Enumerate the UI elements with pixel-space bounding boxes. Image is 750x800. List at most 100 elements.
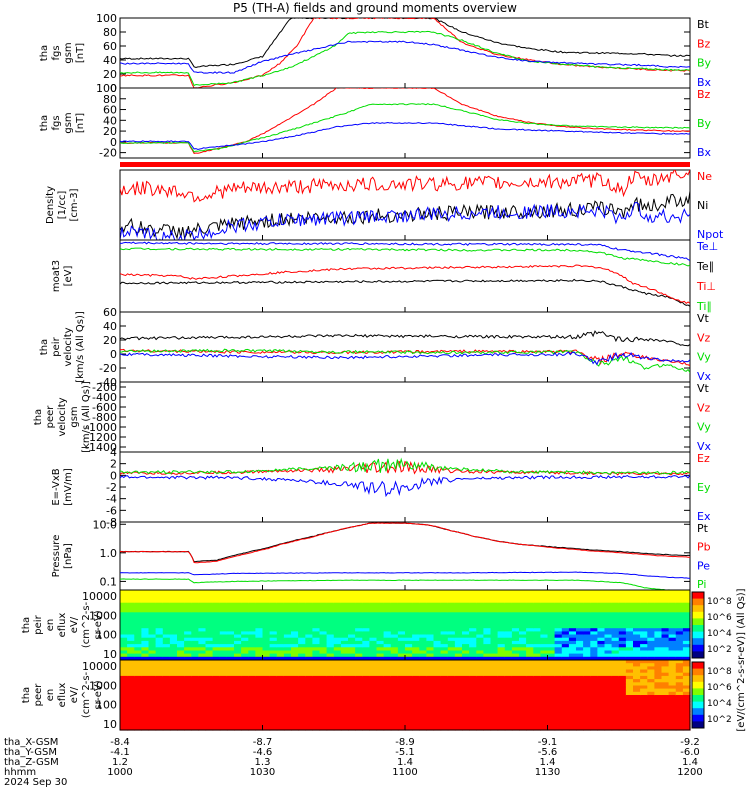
heatmap-cell [462, 666, 470, 671]
heatmap-cell [526, 637, 534, 642]
heatmap-cell [483, 590, 492, 594]
heatmap-cell [469, 625, 477, 629]
heatmap-cell [447, 695, 456, 699]
heatmap-cell [654, 596, 663, 601]
heatmap-cell [469, 656, 477, 661]
heatmap-cell [326, 647, 335, 652]
heatmap-cell [519, 615, 527, 620]
heatmap-cell [390, 656, 399, 661]
heatmap-cell [682, 631, 691, 636]
heatmap-cell [533, 599, 541, 604]
heatmap-cell [504, 621, 513, 626]
heatmap-cell [141, 723, 150, 728]
heatmap-cell [298, 691, 306, 696]
heatmap-cell [661, 615, 670, 620]
heatmap-cell [191, 625, 199, 629]
heatmap-cell [426, 593, 435, 597]
heatmap-cell [597, 631, 606, 636]
heatmap-cell [476, 682, 484, 687]
heatmap-cell [134, 640, 142, 645]
heatmap-cell [590, 704, 598, 709]
heatmap-cell [483, 615, 492, 620]
heatmap-cell [162, 637, 171, 642]
heatmap-cell [682, 663, 691, 667]
heatmap-cell [668, 602, 677, 607]
heatmap-cell [255, 599, 264, 604]
panel-9-ylabel: en [45, 689, 56, 702]
heatmap-cell [654, 634, 663, 639]
heatmap-cell [283, 688, 292, 693]
heatmap-cell [312, 723, 321, 728]
heatmap-cell [141, 653, 150, 658]
heatmap-cell [319, 691, 328, 696]
heatmap-cell [576, 644, 584, 648]
heatmap-cell [177, 618, 185, 623]
heatmap-cell [447, 682, 456, 687]
heatmap-cell [340, 609, 349, 613]
heatmap-cell [234, 688, 242, 693]
heatmap-cell [511, 669, 520, 674]
heatmap-cell [511, 605, 520, 610]
heatmap-cell [568, 650, 577, 655]
heatmap-cell [511, 615, 520, 620]
heatmap-cell [162, 660, 171, 664]
heatmap-cell [191, 609, 199, 613]
heatmap-cell [319, 637, 328, 642]
heatmap-cell [611, 590, 620, 594]
heatmap-cell [283, 710, 292, 715]
heatmap-cell [469, 590, 477, 594]
heatmap-cell [597, 653, 606, 658]
heatmap-cell [583, 663, 591, 667]
heatmap-cell [668, 666, 677, 671]
heatmap-cell [212, 672, 221, 677]
heatmap-cell [376, 726, 385, 731]
heatmap-cell [326, 640, 335, 645]
heatmap-cell [390, 714, 399, 718]
heatmap-cell [633, 605, 641, 610]
heatmap-cell [241, 650, 249, 655]
heatmap-cell [390, 618, 399, 623]
heatmap-cell [526, 609, 534, 613]
heatmap-cell [661, 656, 670, 661]
panel-5-ytick-label: -400 [92, 391, 117, 404]
heatmap-cell [291, 656, 299, 661]
heatmap-cell [169, 707, 178, 712]
heatmap-cell [426, 726, 435, 731]
heatmap-cell [654, 647, 663, 652]
heatmap-cell [191, 666, 199, 671]
heatmap-cell [547, 704, 556, 709]
heatmap-cell [397, 723, 406, 728]
heatmap-cell [462, 714, 470, 718]
series-line-ti∥ [120, 247, 690, 267]
heatmap-cell [383, 726, 392, 731]
legend-vz: Vz [697, 401, 711, 414]
heatmap-cell [169, 628, 178, 632]
heatmap-cell [333, 669, 342, 674]
legend-vt: Vt [697, 312, 710, 325]
heatmap-cell [134, 621, 142, 626]
heatmap-cell [618, 634, 627, 639]
heatmap-cell [348, 647, 356, 652]
panel-9-ytick-label: 10000 [82, 660, 117, 673]
heatmap-cell [184, 599, 192, 604]
heatmap-cell [682, 660, 691, 664]
heatmap-cell [212, 675, 221, 680]
heatmap-cell [319, 634, 328, 639]
heatmap-cell [205, 637, 214, 642]
heatmap-cell [283, 679, 292, 683]
heatmap-cell [269, 656, 278, 661]
heatmap-cell [511, 679, 520, 683]
heatmap-cell [283, 666, 292, 671]
heatmap-cell [276, 682, 285, 687]
heatmap-cell [454, 593, 463, 597]
heatmap-cell [191, 720, 199, 725]
heatmap-cell [319, 672, 328, 677]
heatmap-cell [212, 682, 221, 687]
heatmap-cell [333, 717, 342, 722]
heatmap-cell [597, 723, 606, 728]
heatmap-cell [540, 637, 549, 642]
heatmap-cell [604, 631, 613, 636]
heatmap-cell [633, 666, 641, 671]
heatmap-cell [604, 590, 613, 594]
heatmap-cell [262, 695, 271, 699]
